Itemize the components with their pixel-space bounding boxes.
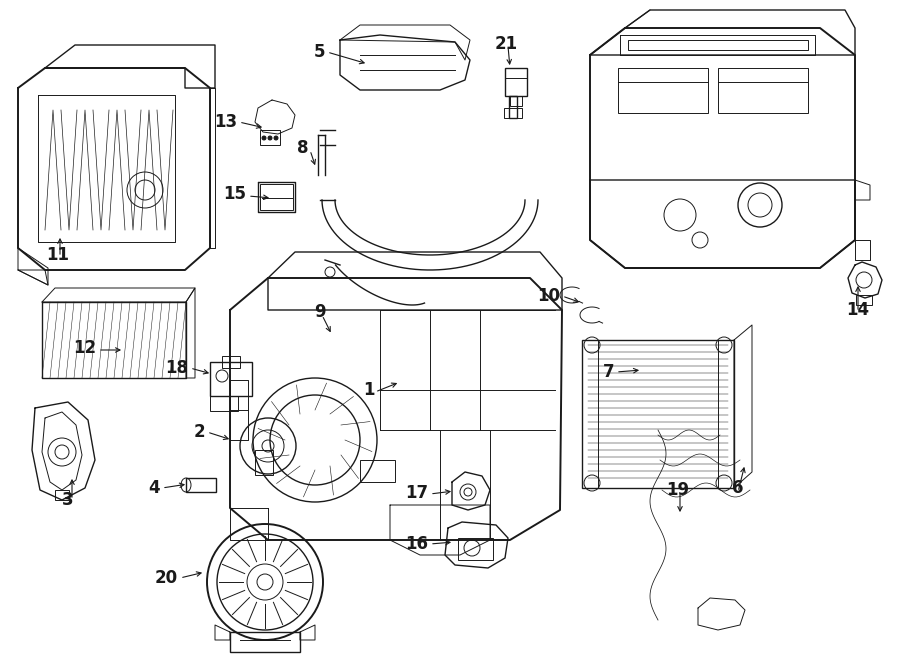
- Text: 11: 11: [47, 246, 69, 264]
- Bar: [856, 295, 872, 305]
- Bar: [504, 108, 522, 118]
- Bar: [210, 362, 252, 396]
- Text: 21: 21: [494, 35, 518, 53]
- Bar: [618, 68, 708, 113]
- Text: 5: 5: [313, 43, 325, 61]
- Bar: [222, 356, 240, 368]
- Text: 9: 9: [314, 303, 326, 321]
- Text: 14: 14: [846, 301, 869, 319]
- Circle shape: [268, 136, 272, 140]
- Text: 2: 2: [194, 423, 205, 441]
- Bar: [255, 450, 273, 475]
- Bar: [510, 96, 522, 106]
- Bar: [582, 340, 734, 488]
- Circle shape: [262, 136, 266, 140]
- Text: 10: 10: [537, 287, 560, 305]
- Text: 20: 20: [155, 569, 178, 587]
- Bar: [186, 478, 216, 492]
- Text: 16: 16: [405, 535, 428, 553]
- Bar: [718, 68, 808, 113]
- Text: 7: 7: [602, 363, 614, 381]
- Text: 1: 1: [364, 381, 375, 399]
- Bar: [230, 632, 300, 652]
- Bar: [505, 68, 527, 96]
- Bar: [55, 490, 69, 500]
- Circle shape: [274, 136, 278, 140]
- Text: 19: 19: [666, 481, 689, 499]
- Text: 4: 4: [148, 479, 160, 497]
- Bar: [260, 184, 293, 210]
- Text: 12: 12: [73, 339, 96, 357]
- Bar: [210, 396, 238, 411]
- Text: 18: 18: [165, 359, 188, 377]
- Bar: [260, 130, 280, 145]
- Bar: [458, 538, 493, 560]
- Text: 3: 3: [62, 491, 74, 509]
- Text: 15: 15: [223, 185, 246, 203]
- Text: 8: 8: [296, 139, 308, 157]
- Text: 13: 13: [214, 113, 237, 131]
- Text: 6: 6: [733, 479, 743, 497]
- Bar: [360, 460, 395, 482]
- Bar: [628, 40, 808, 50]
- Text: 17: 17: [405, 484, 428, 502]
- Bar: [509, 96, 517, 118]
